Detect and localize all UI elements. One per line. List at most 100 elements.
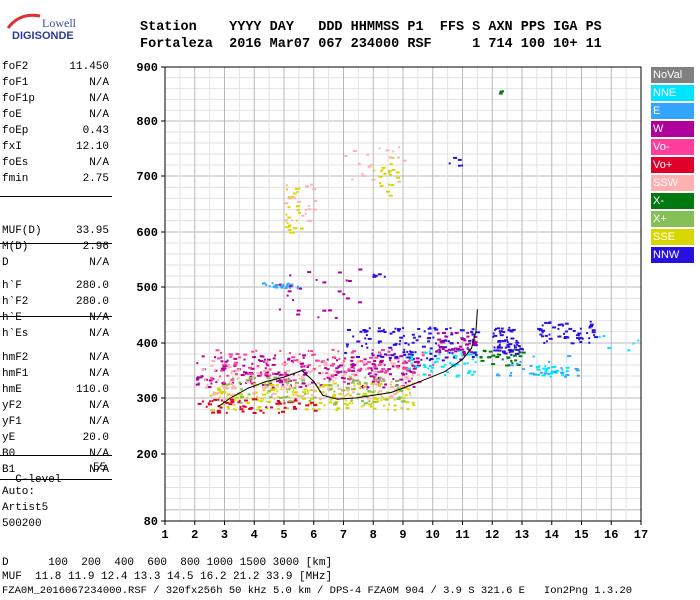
param-name: h`F2 (2, 296, 29, 308)
echo-point (380, 355, 385, 358)
echo-point (412, 367, 417, 370)
echo-point (436, 357, 439, 360)
echo-point (389, 174, 392, 176)
echo-point (429, 347, 433, 350)
echo-point (444, 356, 449, 359)
echo-point (499, 90, 504, 93)
echo-point (382, 379, 386, 382)
echo-point (393, 392, 398, 395)
echo-point (454, 350, 458, 353)
echo-point (428, 365, 432, 367)
echo-point (250, 382, 255, 385)
echo-point (593, 334, 596, 337)
echo-point (256, 395, 259, 398)
echo-point (383, 172, 387, 175)
echo-point (342, 293, 346, 296)
echo-point (378, 175, 383, 178)
echo-point (382, 328, 385, 331)
echo-point (521, 351, 526, 354)
echo-point (209, 400, 211, 403)
echo-point (297, 373, 300, 376)
param-value: N/A (89, 416, 109, 428)
echo-point (516, 343, 519, 346)
echo-point (285, 285, 290, 288)
echo-point (451, 351, 454, 354)
echo-point (412, 385, 416, 388)
echo-point (305, 384, 308, 387)
echo-point (394, 356, 399, 358)
echo-point (253, 383, 257, 385)
echo-point (402, 400, 406, 403)
echo-point (296, 394, 301, 397)
echo-point (557, 335, 562, 338)
echo-point (347, 377, 352, 380)
echo-point (328, 401, 333, 404)
echo-point (407, 369, 411, 372)
echo-point (227, 366, 230, 369)
x-tick-label: 9 (399, 528, 406, 542)
echo-point (308, 400, 312, 402)
echo-point (398, 343, 401, 346)
echo-point (340, 376, 344, 379)
echo-point (396, 367, 400, 370)
echo-point (280, 373, 283, 376)
echo-point (474, 353, 478, 356)
echo-point (453, 355, 458, 357)
echo-point (399, 340, 402, 343)
echo-point (222, 363, 227, 366)
echo-point (410, 362, 413, 365)
echo-point (393, 388, 397, 391)
echo-point (472, 351, 477, 354)
param-value: N/A (89, 157, 109, 169)
echo-point (298, 385, 303, 388)
echo-point (292, 373, 295, 376)
echo-point (494, 328, 497, 331)
echo-point (533, 373, 538, 376)
echo-point (318, 365, 322, 368)
echo-point (309, 183, 313, 186)
echo-point (342, 381, 346, 383)
echo-point (323, 363, 328, 366)
echo-point (329, 364, 334, 367)
echo-point (408, 359, 411, 362)
param-row: MUF(D) 33.95 (2, 225, 109, 241)
echo-point (405, 401, 410, 404)
echo-point (326, 368, 330, 371)
echo-point (301, 214, 305, 217)
echo-point (325, 393, 328, 396)
ionogram-echo-points (195, 90, 640, 414)
echo-point (255, 398, 258, 401)
echo-point (229, 355, 233, 358)
echo-point (466, 362, 469, 365)
echo-point (510, 337, 515, 340)
echo-point (259, 355, 263, 358)
echo-point (492, 332, 495, 335)
echo-point (286, 188, 288, 191)
echo-point (298, 187, 301, 190)
echo-point (444, 349, 449, 352)
echo-point (371, 178, 376, 181)
echo-point (351, 388, 356, 391)
echo-point (364, 394, 367, 397)
echo-point (378, 351, 381, 354)
echo-point (539, 371, 543, 374)
echo-point (290, 283, 294, 286)
echo-point (333, 370, 337, 372)
echo-point (295, 227, 298, 230)
echo-point (366, 346, 369, 349)
echo-point (399, 378, 404, 381)
echo-point (306, 366, 309, 368)
echo-point (247, 393, 251, 396)
echo-point (508, 356, 511, 359)
echo-point (547, 322, 552, 324)
echo-point (243, 399, 248, 402)
echo-point (586, 332, 589, 334)
echo-point (411, 341, 415, 344)
echo-point (514, 352, 519, 355)
echo-point (305, 404, 310, 407)
auto-label: Auto: (2, 486, 36, 498)
echo-point (296, 313, 301, 316)
echo-point (480, 359, 485, 362)
echo-point (607, 347, 612, 349)
echo-point (350, 381, 355, 384)
